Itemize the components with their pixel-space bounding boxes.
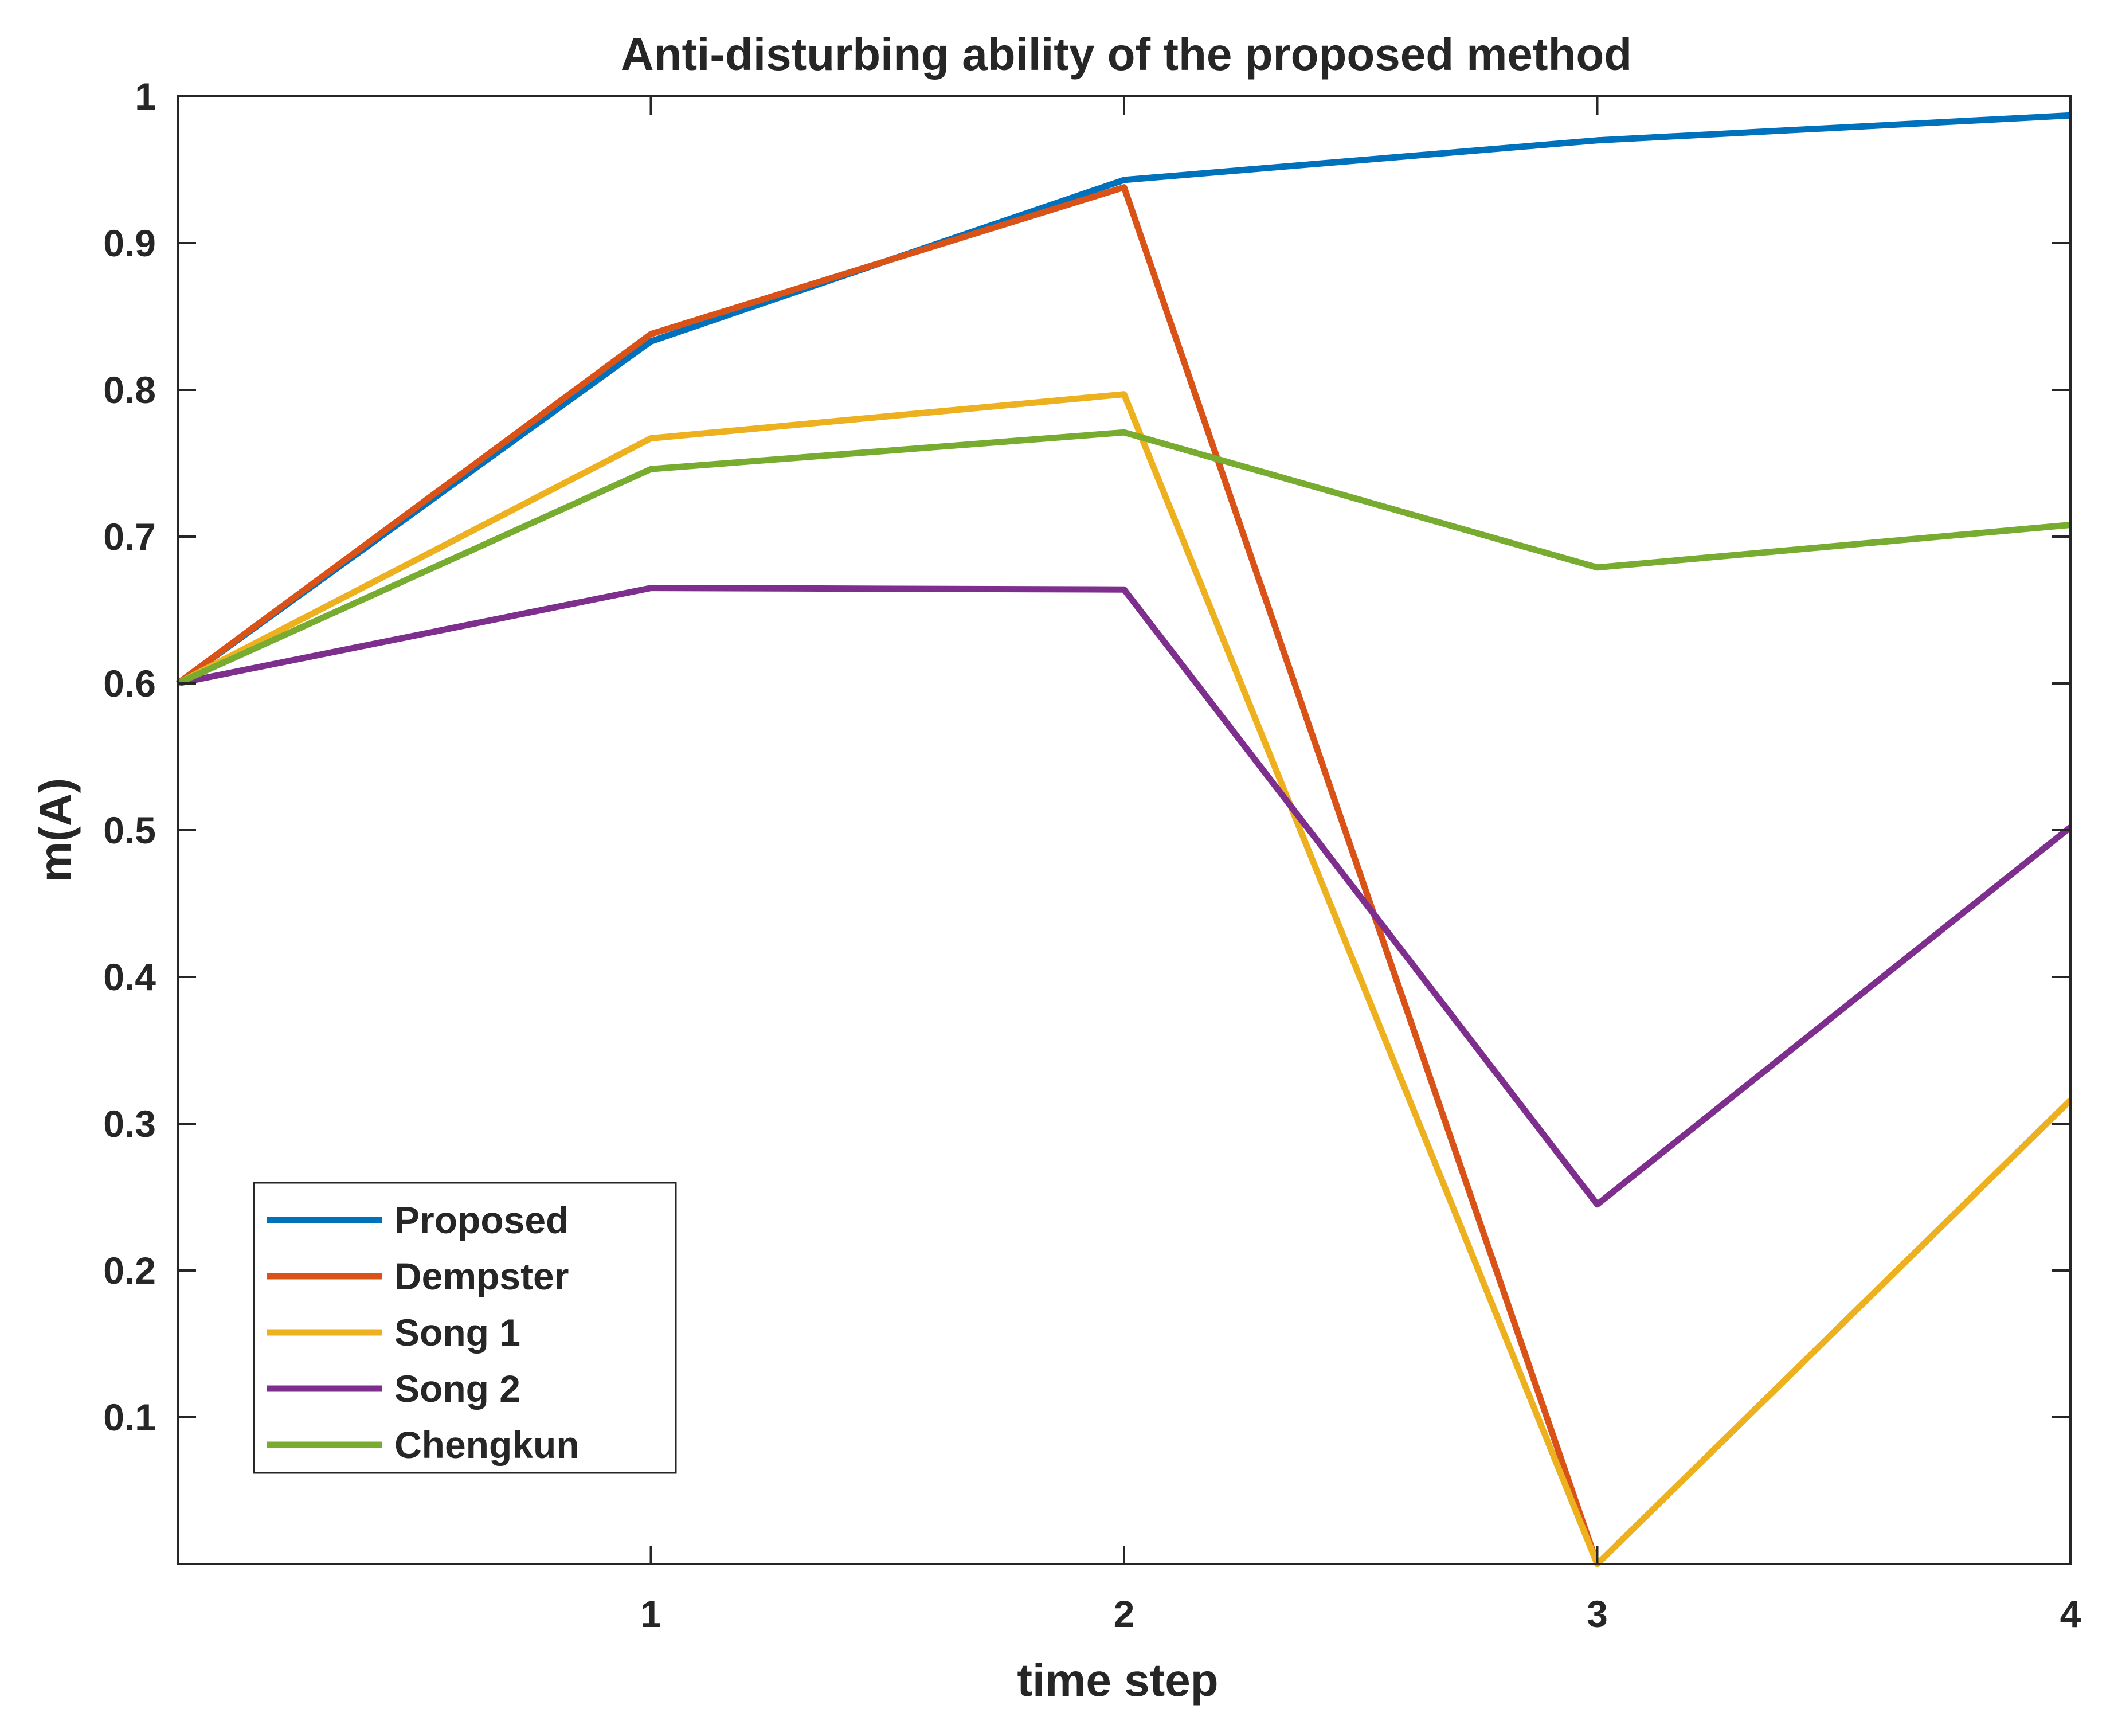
y-tick-label: 0.1 <box>103 1396 156 1438</box>
y-tick-label: 0.7 <box>103 515 156 558</box>
x-axis-title: time step <box>1017 1655 1218 1706</box>
series-line-chengkun <box>176 429 2071 687</box>
series-layer <box>175 112 2073 1567</box>
series-line-proposed <box>175 112 2071 686</box>
legend-label: Dempster <box>394 1255 569 1297</box>
legend-label: Song 2 <box>394 1367 520 1410</box>
legend-box <box>253 1182 677 1474</box>
y-tick-labels: 0.1 0.2 0.3 0.4 0.5 0.6 0.7 0.8 0.9 1 <box>103 75 156 1438</box>
y-tick-label: 0.5 <box>103 809 156 851</box>
chart-title: Anti-disturbing ability of the proposed … <box>621 29 1632 80</box>
x-tick-label: 3 <box>1587 1593 1608 1635</box>
y-tick-label: 0.9 <box>103 222 156 264</box>
legend-label: Proposed <box>394 1199 569 1241</box>
x-tick-label: 4 <box>2060 1593 2081 1635</box>
legend-label: Chengkun <box>394 1424 580 1466</box>
x-tick-labels: 1 2 3 4 <box>640 1593 2081 1635</box>
series-line-song-1 <box>176 391 2073 1567</box>
x-tick-label: 1 <box>640 1593 661 1635</box>
y-tick-label: 0.2 <box>103 1249 156 1292</box>
y-axis-title: m(A) <box>30 778 81 882</box>
legend: Proposed Dempster Song 1 Song 2 Chengkun <box>253 1182 677 1474</box>
x-tick-label: 2 <box>1114 1593 1135 1635</box>
y-tick-label: 0.8 <box>103 369 156 411</box>
ticks-layer <box>178 95 2072 1564</box>
series-line-dempster <box>175 184 1600 1565</box>
y-tick-label: 1 <box>135 75 156 118</box>
legend-items: Proposed Dempster Song 1 Song 2 Chengkun <box>267 1199 580 1466</box>
series-line-song-2 <box>177 585 2073 1208</box>
y-tick-label: 0.4 <box>103 956 156 998</box>
y-tick-label: 0.6 <box>103 662 156 705</box>
y-tick-label: 0.3 <box>103 1102 156 1145</box>
legend-label: Song 1 <box>394 1311 520 1354</box>
